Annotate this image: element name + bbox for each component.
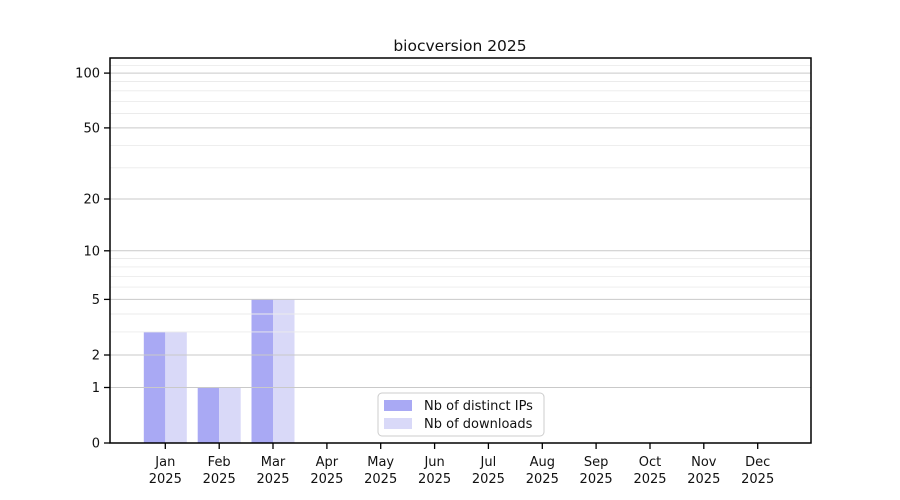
y-tick-label: 0 — [92, 437, 100, 452]
x-tick-label-year: 2025 — [526, 472, 559, 487]
x-tick-label-month: Sep — [584, 455, 609, 470]
x-tick-label-month: Jun — [423, 455, 444, 470]
x-tick-label-year: 2025 — [741, 472, 774, 487]
y-axis: 0 1 2 5 10 20 50 100 — [75, 67, 110, 452]
x-tick-label-month: Mar — [261, 455, 286, 470]
x-axis: Jan 2025 Feb 2025 Mar 2025 Apr 2025 May 2025 Jun 20… — [149, 443, 774, 487]
bar — [197, 387, 220, 443]
legend-swatch — [384, 400, 412, 411]
x-tick-label-month: Jan — [154, 455, 175, 470]
x-tick-label-month: Jul — [480, 455, 497, 470]
y-tick-label: 10 — [83, 244, 100, 259]
x-tick-label-month: Apr — [316, 455, 339, 470]
x-tick-label-month: Oct — [639, 455, 661, 470]
bar — [251, 299, 273, 443]
x-tick-label-year: 2025 — [633, 472, 666, 487]
major-gridlines — [110, 72, 811, 388]
bar — [273, 299, 295, 443]
y-tick-label: 100 — [75, 67, 100, 82]
legend-label: Nb of downloads — [424, 417, 533, 432]
y-tick-label: 2 — [92, 349, 100, 364]
bar — [219, 387, 241, 443]
minor-gridlines — [110, 65, 811, 333]
chart-title: biocversion 2025 — [393, 37, 526, 55]
x-tick-label-month: Aug — [530, 455, 555, 470]
y-tick-label: 20 — [83, 193, 100, 208]
x-tick-label-year: 2025 — [203, 472, 236, 487]
y-tick-label: 5 — [92, 293, 100, 308]
x-tick-label-year: 2025 — [418, 472, 451, 487]
y-tick-label: 1 — [92, 381, 100, 396]
x-tick-label-year: 2025 — [256, 472, 289, 487]
x-tick-label-month: Dec — [745, 455, 770, 470]
x-tick-label-year: 2025 — [310, 472, 343, 487]
x-tick-label-year: 2025 — [364, 472, 397, 487]
x-tick-label-year: 2025 — [687, 472, 720, 487]
x-tick-label-month: May — [367, 455, 394, 470]
bars — [143, 299, 295, 443]
x-tick-label-year: 2025 — [149, 472, 182, 487]
x-tick-label-month: Feb — [208, 455, 231, 470]
legend-label: Nb of distinct IPs — [424, 399, 533, 414]
legend-box — [377, 392, 545, 437]
y-tick-label: 50 — [83, 122, 100, 137]
x-tick-label-month: Nov — [691, 455, 717, 470]
x-tick-label-year: 2025 — [580, 472, 613, 487]
legend-swatch — [384, 418, 412, 429]
legend: Nb of distinct IPs Nb of downloads — [377, 392, 545, 437]
x-tick-label-year: 2025 — [472, 472, 505, 487]
